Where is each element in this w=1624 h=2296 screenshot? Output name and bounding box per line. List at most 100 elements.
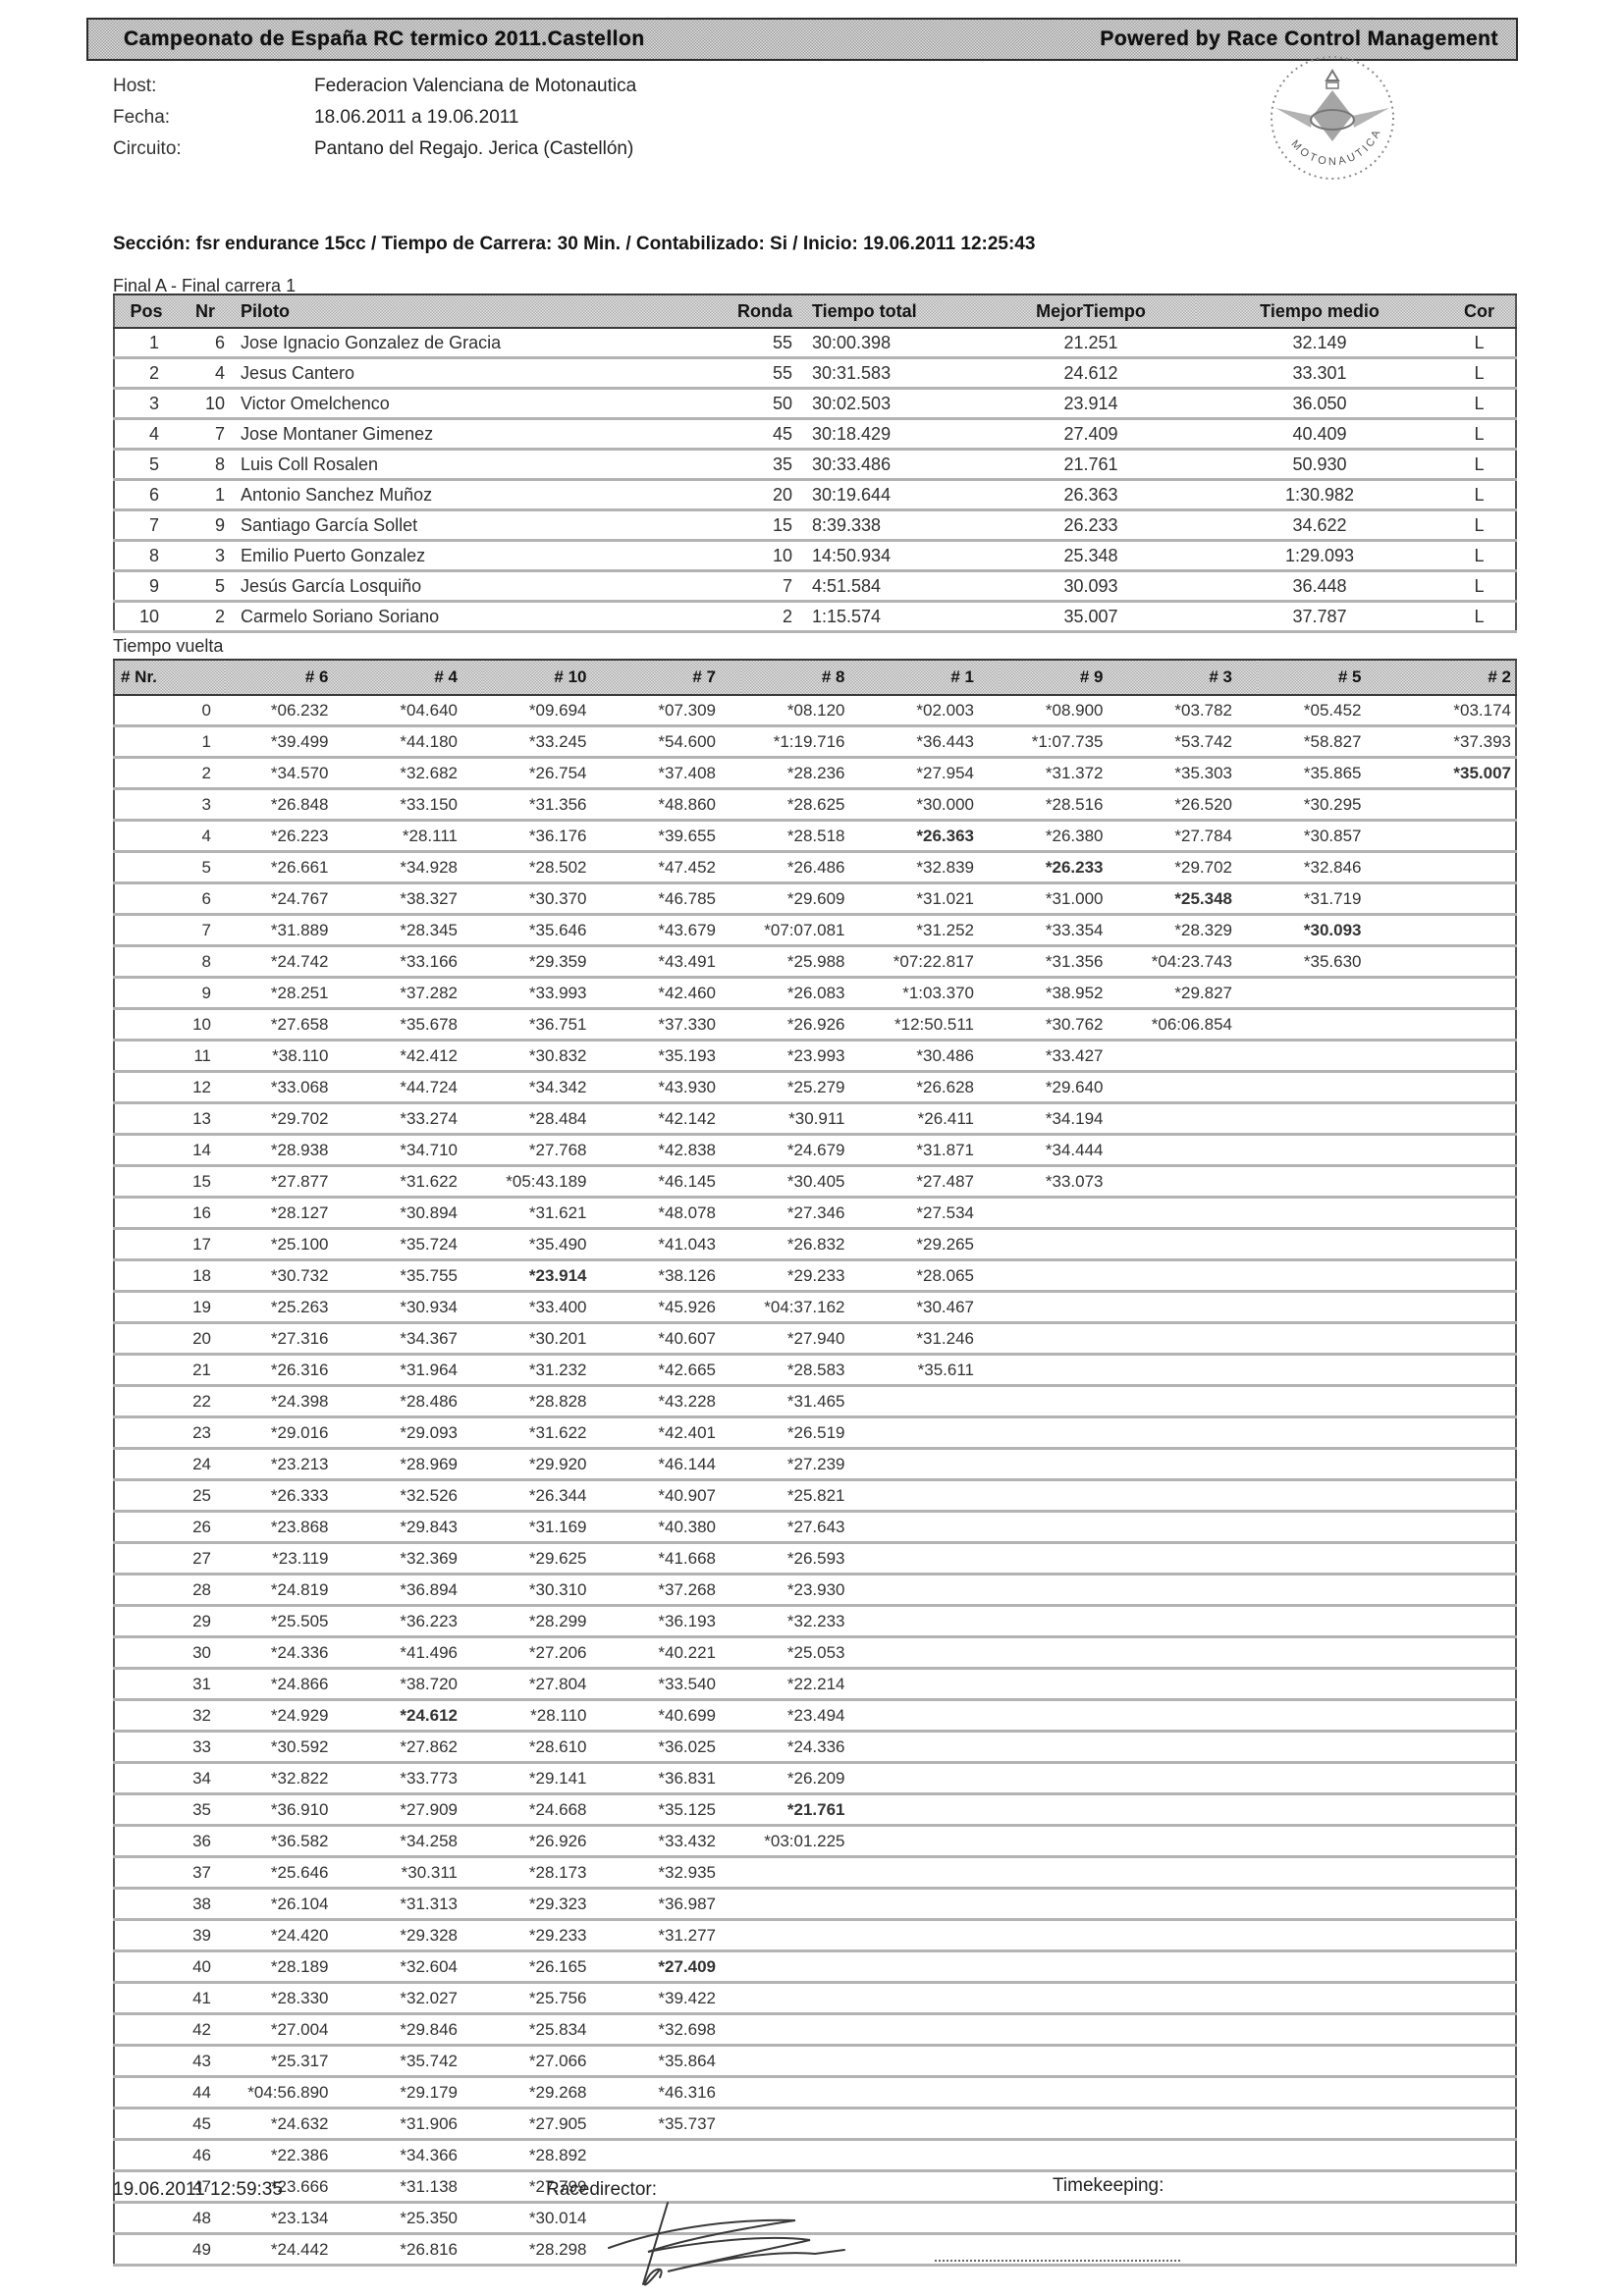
table-cell: 4 [177,357,233,390]
table-cell: Jesús García Losquiño [233,570,701,603]
table-cell: *35.737 [612,2108,741,2141]
table-cell [1386,1102,1516,1136]
table-cell [1258,1040,1387,1073]
table-cell: *35.193 [612,1040,741,1073]
table-cell: *25.263 [225,1291,354,1324]
table-cell: *29.846 [353,2013,483,2047]
table-cell: *40.607 [612,1322,741,1356]
table-cell: 34.622 [1196,509,1443,542]
table-cell: *28.127 [225,1197,354,1230]
table-cell [1386,2139,1516,2172]
table-row: 4 7 Jose Montaner Gimenez 45 30:18.429 27.409… [114,418,1516,451]
table-cell: *35.646 [483,914,613,947]
table-cell: *26.333 [225,1479,354,1513]
table-cell [870,1668,1000,1701]
table-cell: 36.448 [1196,570,1443,603]
table-cell: *37.282 [353,977,483,1010]
table-cell [1128,1542,1258,1575]
table-cell [1128,2076,1258,2109]
table-cell: Santiago García Sollet [233,509,701,542]
table-cell: 20 [701,479,800,511]
table-cell: *29.233 [483,1919,613,1952]
circuito-value: Pantano del Regajo. Jerica (Castellón) [314,138,634,159]
results-header-row: Pos Nr Piloto Ronda Tiempo total MejorTiempo T… [114,294,1516,329]
table-cell: 29 [114,1605,225,1638]
table-cell: 1:15.574 [800,601,986,633]
circuito-row: Circuito: Pantano del Regajo. Jerica (Ca… [113,133,636,165]
table-cell: *37.393 [1386,725,1516,759]
table-row: 3 10 Victor Omelchenco 50 30:02.503 23.914 36.… [114,388,1516,420]
table-cell: *28.298 [483,2233,613,2267]
table-cell: *31.621 [483,1197,613,1230]
table-row: 26 *23.868 *29.843 *31.169 *40.380 *27.643 [114,1511,1516,1544]
table-cell: L [1443,357,1516,390]
table-cell [1386,1134,1516,1167]
table-cell: *24.742 [225,945,354,979]
table-cell: *07:22.817 [870,945,1000,979]
table-row: 41 *28.330 *32.027 *25.756 *39.422 [114,1982,1516,2015]
table-cell [1128,1228,1258,1261]
table-cell: 50 [701,388,800,420]
table-cell [741,2170,871,2204]
table-cell: 34 [114,1762,225,1795]
table-cell [1128,1165,1258,1199]
table-cell: *22.214 [741,1668,871,1701]
table-cell: *32.604 [353,1950,483,1984]
table-cell: *31.906 [353,2108,483,2141]
table-cell [1258,1165,1387,1199]
table-cell [1000,1793,1129,1827]
column-header: # 10 [483,659,613,696]
table-cell: *28.484 [483,1102,613,1136]
table-cell [1386,2108,1516,2141]
table-cell: *41.496 [353,1636,483,1670]
table-cell: 1:29.093 [1196,540,1443,572]
table-cell: *31.252 [870,914,1000,947]
table-cell: *26.104 [225,1888,354,1921]
table-cell: *48.078 [612,1197,741,1230]
table-cell [1258,1636,1387,1670]
table-cell: *35.864 [612,2045,741,2078]
table-cell: *33.245 [483,725,613,759]
table-row: 44 *04:56.890 *29.179 *29.268 *46.316 [114,2076,1516,2109]
table-cell: *30.000 [870,788,1000,822]
table-cell: 7 [114,914,225,947]
table-cell [870,1699,1000,1733]
table-cell [1386,1228,1516,1261]
table-cell [1258,2076,1387,2109]
table-cell: 25.348 [986,540,1196,572]
table-cell: *34.710 [353,1134,483,1167]
table-cell: *26.411 [870,1102,1000,1136]
table-cell: *41.668 [612,1542,741,1575]
table-cell: 41 [114,1982,225,2015]
table-cell [870,1385,1000,1418]
table-cell [870,1416,1000,1450]
table-cell [1386,1605,1516,1638]
table-cell: 30:00.398 [800,328,986,359]
table-cell [1386,1416,1516,1450]
timekeeping-signature-line [935,2246,1180,2262]
table-cell [870,2202,1000,2235]
table-cell: *26.926 [741,1008,871,1041]
table-cell: *1:03.370 [870,977,1000,1010]
table-cell: *28.610 [483,1731,613,1764]
table-row: 43 *25.317 *35.742 *27.066 *35.864 [114,2045,1516,2078]
table-cell: *34.258 [353,1825,483,1858]
table-cell: *30.486 [870,1040,1000,1073]
table-cell [1128,1636,1258,1670]
table-cell: *27.239 [741,1448,871,1481]
table-cell: *26.848 [225,788,354,822]
table-cell: *46.785 [612,882,741,916]
table-cell: *28.938 [225,1134,354,1167]
table-cell: 15 [114,1165,225,1199]
table-cell: *33.166 [353,945,483,979]
table-cell: 19 [114,1291,225,1324]
table-cell: *36.025 [612,1731,741,1764]
table-cell: *24.398 [225,1385,354,1418]
table-cell [1258,1605,1387,1638]
table-row: 28 *24.819 *36.894 *30.310 *37.268 *23.930 [114,1574,1516,1607]
table-cell [1128,1416,1258,1450]
table-cell [1386,1354,1516,1387]
table-cell: 44 [114,2076,225,2109]
table-cell: *29.093 [353,1416,483,1450]
table-cell [1258,1825,1387,1858]
